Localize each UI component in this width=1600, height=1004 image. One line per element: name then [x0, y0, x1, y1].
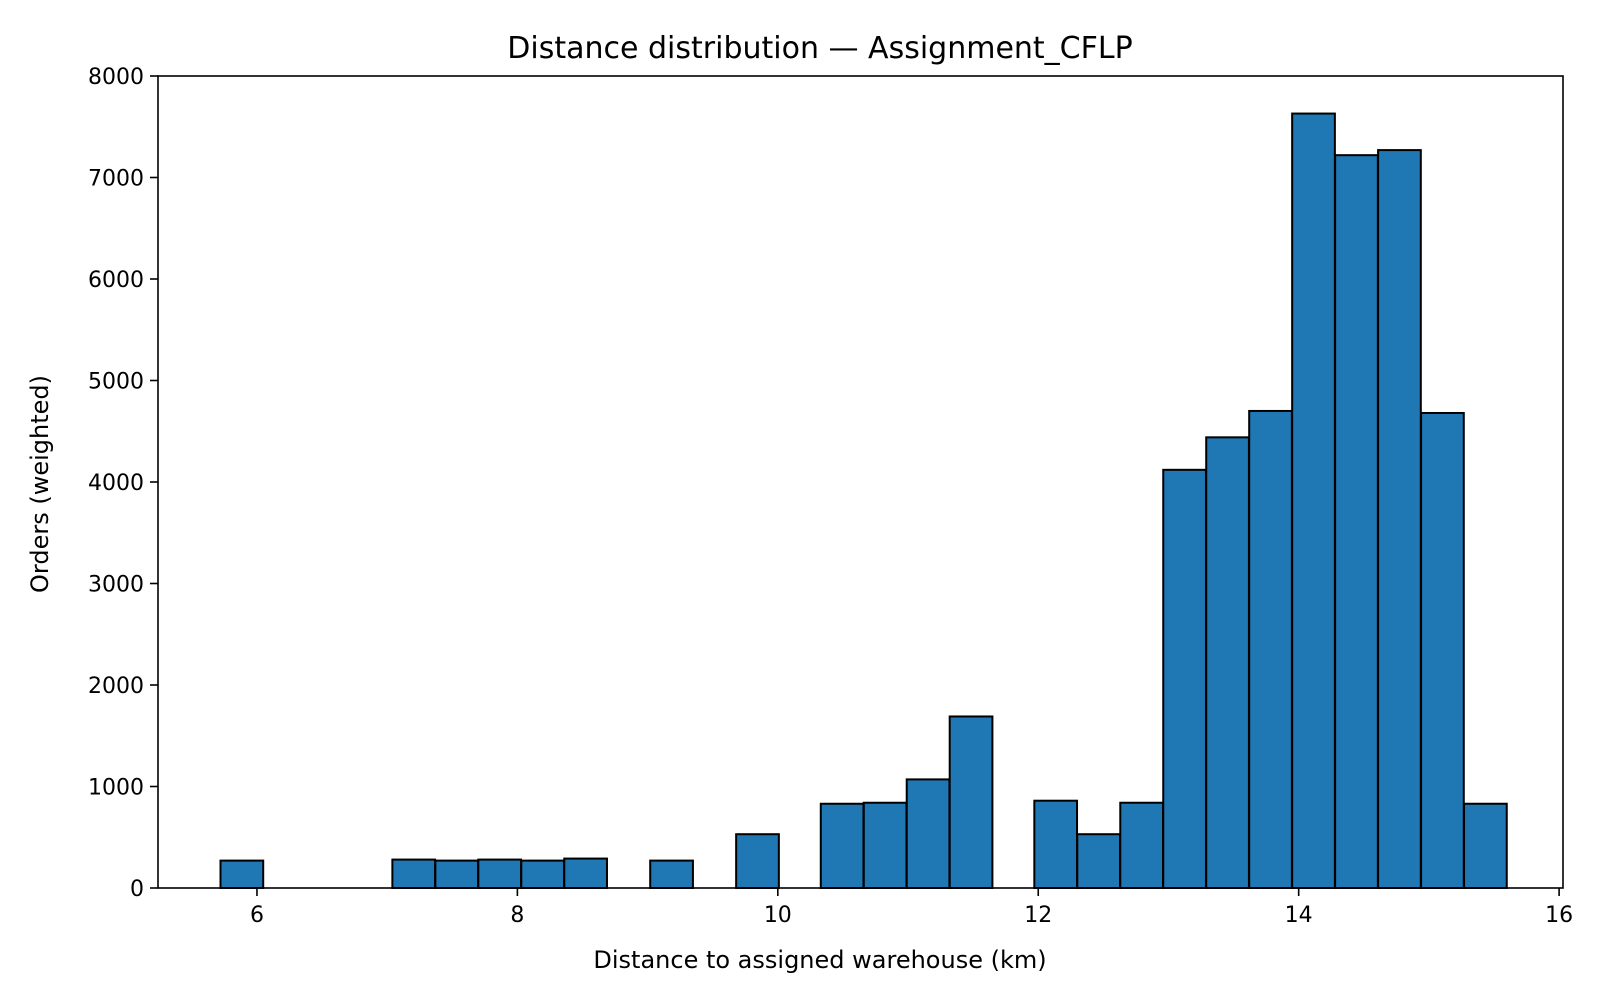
histogram-bar: [391, 858, 437, 890]
bars-layer: [219, 112, 1508, 890]
histogram-bar: [1420, 411, 1465, 889]
histogram-bar: [819, 802, 865, 889]
x-tick-label: 16: [1545, 903, 1573, 928]
x-axis-label: Distance to assigned warehouse (km): [593, 946, 1046, 974]
y-tick-label: 8000: [88, 65, 144, 90]
y-tick-label: 1000: [88, 776, 144, 801]
x-tick-label: 8: [510, 903, 524, 928]
histogram-bar: [1463, 802, 1508, 889]
y-tick-label: 3000: [88, 573, 144, 598]
histogram-bar: [520, 859, 565, 889]
y-tick-label: 2000: [88, 674, 144, 699]
x-tick-label: 14: [1285, 903, 1313, 928]
x-tick-label: 12: [1024, 903, 1052, 928]
histogram-bar: [735, 833, 780, 890]
y-tick-label: 4000: [88, 471, 144, 496]
x-tick-label: 10: [764, 903, 792, 928]
histogram-bar: [905, 778, 951, 890]
x-tick-label: 6: [250, 903, 264, 928]
histogram-bar: [219, 859, 265, 889]
histogram-bar: [563, 857, 608, 890]
y-tick-label: 0: [130, 877, 144, 902]
histogram-bar: [862, 801, 908, 889]
y-tick-label: 6000: [88, 268, 144, 293]
histogram-bar: [1334, 154, 1379, 890]
histogram-bar: [1291, 112, 1336, 889]
histogram-bar: [948, 715, 994, 889]
histogram-bar: [1076, 833, 1122, 890]
histogram-bar: [477, 858, 523, 890]
histogram-bar: [1119, 801, 1164, 889]
chart-title: Distance distribution — Assignment_CFLP: [507, 31, 1132, 66]
histogram-bar: [1377, 149, 1422, 890]
histogram-bar: [1205, 436, 1250, 889]
histogram-bar: [1162, 468, 1207, 889]
histogram-bar: [1033, 799, 1079, 890]
histogram-bar: [434, 859, 480, 889]
histogram-bar: [1248, 409, 1293, 889]
histogram-bar: [649, 859, 694, 889]
y-tick-label: 7000: [88, 167, 144, 192]
y-axis-label: Orders (weighted): [26, 375, 54, 593]
axes-layer: 6 8 10 12 14 16 0 1000 2000 3000 4000 5000 6000 7000 8…: [88, 65, 1573, 928]
y-tick-label: 5000: [88, 370, 144, 395]
